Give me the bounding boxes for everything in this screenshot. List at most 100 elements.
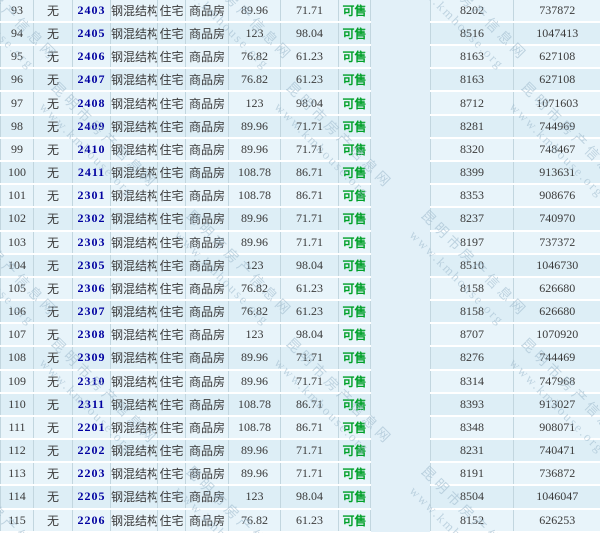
gap-cell bbox=[370, 485, 431, 509]
table-row: 109 无 2310 钢混结构 住宅 商品房 89.96 71.71 可售 8314 747968 bbox=[0, 369, 600, 394]
cell-inner-area: 71.71 bbox=[280, 137, 339, 162]
cell-unit[interactable]: 2305 bbox=[72, 253, 111, 278]
cell-structure: 钢混结构 bbox=[110, 346, 158, 371]
cell-category: 商品房 bbox=[185, 45, 229, 70]
cell-pledge: 无 bbox=[33, 184, 73, 209]
cell-status: 可售 bbox=[338, 160, 371, 186]
cell-total-price: 736872 bbox=[513, 462, 600, 487]
cell-unit[interactable]: 2306 bbox=[72, 276, 111, 302]
cell-unit[interactable]: 2308 bbox=[72, 323, 111, 348]
cell-category: 商品房 bbox=[185, 137, 229, 162]
cell-unit[interactable]: 2405 bbox=[72, 21, 111, 47]
cell-build-area: 123 bbox=[228, 253, 281, 278]
cell-unit[interactable]: 2407 bbox=[72, 68, 111, 93]
cell-build-area: 108.78 bbox=[228, 392, 281, 417]
cell-category: 商品房 bbox=[185, 300, 229, 325]
cell-pledge: 无 bbox=[33, 323, 73, 348]
gap-cell bbox=[370, 207, 431, 231]
cell-usage: 住宅 bbox=[157, 114, 186, 139]
gap-cell bbox=[370, 369, 431, 393]
gap-cell bbox=[370, 160, 431, 185]
cell-inner-area: 71.71 bbox=[280, 0, 339, 23]
cell-usage: 住宅 bbox=[157, 207, 186, 232]
table-row: 103 无 2303 钢混结构 住宅 商品房 89.96 71.71 可售 8197 737372 bbox=[0, 230, 600, 255]
cell-unit[interactable]: 2310 bbox=[72, 369, 111, 394]
cell-pledge: 无 bbox=[33, 346, 73, 371]
cell-unit[interactable]: 2406 bbox=[72, 45, 111, 70]
cell-structure: 钢混结构 bbox=[110, 114, 158, 139]
cell-pledge: 无 bbox=[33, 253, 73, 278]
table-row: 96 无 2407 钢混结构 住宅 商品房 76.82 61.23 可售 8163 627108 bbox=[0, 68, 600, 93]
cell-pledge: 无 bbox=[33, 114, 73, 139]
gap-cell bbox=[370, 346, 431, 370]
cell-no: 105 bbox=[0, 276, 34, 302]
cell-unit[interactable]: 2303 bbox=[72, 230, 111, 255]
cell-unit[interactable]: 2203 bbox=[72, 462, 111, 487]
table-row: 113 无 2203 钢混结构 住宅 商品房 89.96 71.71 可售 8191 736872 bbox=[0, 462, 600, 487]
table-row: 98 无 2409 钢混结构 住宅 商品房 89.96 71.71 可售 8281 744969 bbox=[0, 114, 600, 139]
cell-unit[interactable]: 2411 bbox=[72, 160, 111, 186]
cell-unit[interactable]: 2309 bbox=[72, 346, 111, 371]
cell-inner-area: 86.71 bbox=[280, 184, 339, 209]
cell-inner-area: 86.71 bbox=[280, 160, 339, 186]
cell-total-price: 627108 bbox=[513, 45, 600, 70]
cell-category: 商品房 bbox=[185, 253, 229, 278]
cell-unit-price: 8399 bbox=[430, 160, 514, 186]
cell-unit[interactable]: 2311 bbox=[72, 392, 111, 417]
table-row: 107 无 2308 钢混结构 住宅 商品房 123 98.04 可售 8707 1070920 bbox=[0, 323, 600, 348]
cell-usage: 住宅 bbox=[157, 45, 186, 70]
cell-unit[interactable]: 2205 bbox=[72, 485, 111, 510]
table-row: 105 无 2306 钢混结构 住宅 商品房 76.82 61.23 可售 8158 626680 bbox=[0, 276, 600, 302]
cell-unit[interactable]: 2409 bbox=[72, 114, 111, 139]
cell-category: 商品房 bbox=[185, 323, 229, 348]
cell-no: 97 bbox=[0, 91, 34, 116]
cell-inner-area: 61.23 bbox=[280, 276, 339, 302]
cell-unit[interactable]: 2202 bbox=[72, 439, 111, 464]
cell-usage: 住宅 bbox=[157, 439, 186, 464]
cell-structure: 钢混结构 bbox=[110, 508, 158, 533]
cell-unit[interactable]: 2206 bbox=[72, 508, 111, 533]
gap-cell bbox=[370, 68, 431, 92]
gap-cell bbox=[370, 462, 431, 486]
cell-unit[interactable]: 2302 bbox=[72, 207, 111, 232]
cell-status: 可售 bbox=[338, 184, 371, 209]
cell-usage: 住宅 bbox=[157, 253, 186, 278]
cell-usage: 住宅 bbox=[157, 300, 186, 325]
cell-total-price: 913631 bbox=[513, 160, 600, 186]
gap-cell bbox=[370, 508, 431, 532]
cell-build-area: 89.96 bbox=[228, 230, 281, 255]
cell-total-price: 1047413 bbox=[513, 21, 600, 47]
cell-category: 商品房 bbox=[185, 462, 229, 487]
cell-no: 109 bbox=[0, 369, 34, 394]
table-row: 99 无 2410 钢混结构 住宅 商品房 89.96 71.71 可售 8320 748467 bbox=[0, 137, 600, 162]
cell-pledge: 无 bbox=[33, 21, 73, 47]
cell-pledge: 无 bbox=[33, 207, 73, 232]
cell-unit[interactable]: 2201 bbox=[72, 415, 111, 441]
cell-total-price: 1071603 bbox=[513, 91, 600, 116]
cell-status: 可售 bbox=[338, 21, 371, 47]
table-row: 100 无 2411 钢混结构 住宅 商品房 108.78 86.71 可售 8399 913631 bbox=[0, 160, 600, 186]
cell-structure: 钢混结构 bbox=[110, 68, 158, 93]
table-row: 108 无 2309 钢混结构 住宅 商品房 89.96 71.71 可售 8276 744469 bbox=[0, 346, 600, 371]
cell-structure: 钢混结构 bbox=[110, 392, 158, 417]
cell-unit-price: 8276 bbox=[430, 346, 514, 371]
cell-build-area: 89.96 bbox=[228, 0, 281, 23]
cell-inner-area: 71.71 bbox=[280, 439, 339, 464]
cell-structure: 钢混结构 bbox=[110, 485, 158, 510]
table-row: 114 无 2205 钢混结构 住宅 商品房 123 98.04 可售 8504 1046047 bbox=[0, 485, 600, 510]
cell-no: 112 bbox=[0, 439, 34, 464]
cell-pledge: 无 bbox=[33, 485, 73, 510]
cell-unit[interactable]: 2408 bbox=[72, 91, 111, 116]
cell-usage: 住宅 bbox=[157, 346, 186, 371]
cell-unit[interactable]: 2403 bbox=[72, 0, 111, 23]
cell-unit[interactable]: 2301 bbox=[72, 184, 111, 209]
cell-unit[interactable]: 2307 bbox=[72, 300, 111, 325]
cell-category: 商品房 bbox=[185, 114, 229, 139]
cell-unit[interactable]: 2410 bbox=[72, 137, 111, 162]
table-row: 110 无 2311 钢混结构 住宅 商品房 108.78 86.71 可售 8393 913027 bbox=[0, 392, 600, 417]
cell-no: 106 bbox=[0, 300, 34, 325]
table-row: 115 无 2206 钢混结构 住宅 商品房 76.82 61.23 可售 8152 626253 bbox=[0, 508, 600, 533]
cell-build-area: 89.96 bbox=[228, 114, 281, 139]
cell-no: 93 bbox=[0, 0, 34, 23]
cell-category: 商品房 bbox=[185, 392, 229, 417]
